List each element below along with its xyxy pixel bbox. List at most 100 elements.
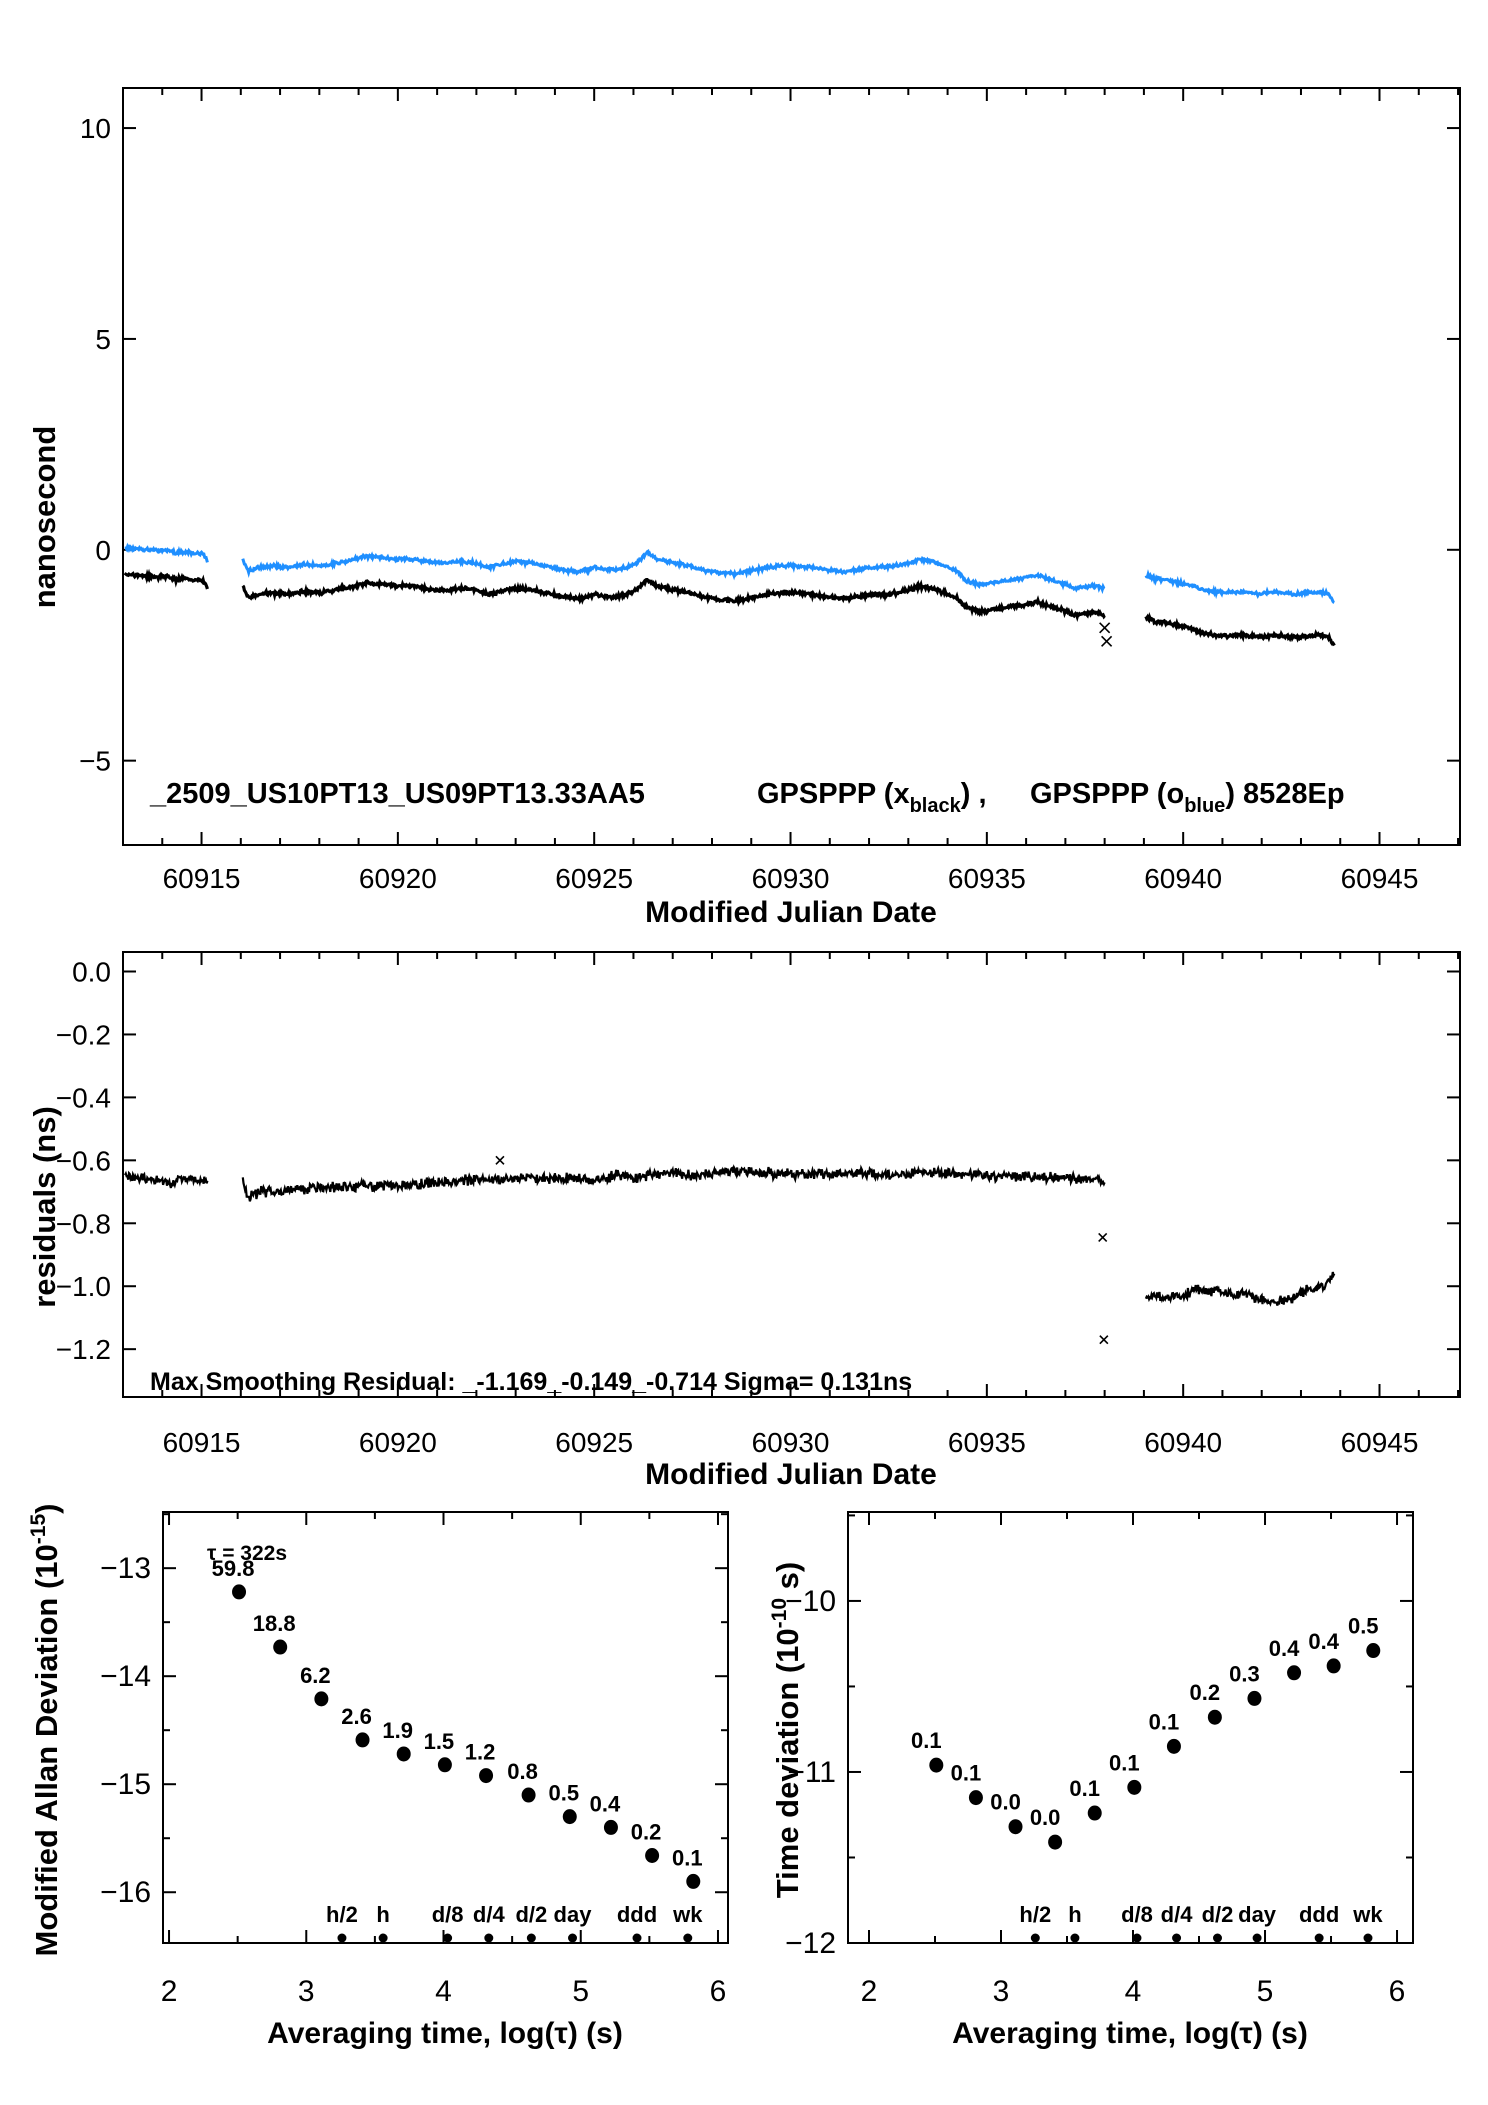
x-tick-label: 5	[1257, 1975, 1274, 2008]
mdev-point	[232, 1584, 247, 1600]
mdev-value-label: 0.2	[631, 1820, 662, 1845]
tdev-value-label: 0.0	[1030, 1805, 1061, 1830]
y-tick-label: −1.0	[56, 1271, 111, 1302]
mdev-point	[437, 1757, 452, 1773]
trace-blue-o-segment	[1144, 569, 1335, 604]
legend-series-black-sub: black	[910, 795, 962, 817]
tdev-value-label: 0.1	[951, 1761, 982, 1786]
tdev-value-label: 0.4	[1308, 1629, 1339, 1654]
y-tick-label: −0.4	[56, 1082, 111, 1113]
residual-trace-segment	[241, 1164, 1106, 1202]
legend-series-blue-main: GPSPPP (o	[1030, 778, 1184, 810]
outlier-x-marker	[1099, 1335, 1109, 1345]
mdev-point	[479, 1768, 494, 1784]
tdev-y-axis-label-main: Time deviation (10	[770, 1628, 805, 1898]
tdev-point	[968, 1790, 983, 1806]
mdev-point	[603, 1819, 618, 1835]
tau-marker-dot	[1212, 1933, 1222, 1943]
tau-marker-label: day	[1238, 1902, 1277, 1927]
x-tick-label: 60920	[359, 1427, 437, 1458]
tau-marker-dot	[1363, 1933, 1373, 1943]
legend-series-blue: GPSPPP (oblue)	[1030, 778, 1235, 817]
y-tick-label: −11	[787, 1756, 836, 1789]
tau-marker-dot	[1070, 1933, 1080, 1943]
generated-chart-layer: 60915 60920 60925 60930 60935 60940 60945 10 5 0 −…	[56, 87, 1461, 2008]
tdev-point	[929, 1757, 944, 1773]
x-tick-label: 60940	[1144, 863, 1222, 894]
tdev-value-label: 0.3	[1229, 1661, 1260, 1686]
residual-trace-segment	[124, 1170, 209, 1189]
outlier-x-marker	[1098, 1232, 1108, 1243]
x-tick-label: 60930	[752, 1427, 830, 1458]
mdev-x-axis-label: Averaging time, log(τ) (s)	[267, 2017, 623, 2050]
outlier-x-marker	[1099, 622, 1111, 634]
trace-black-x	[124, 568, 1336, 647]
mdev-y-axis-label-main: Modified Allan Deviation (10	[29, 1544, 64, 1956]
x-tick-label: 60920	[359, 863, 437, 894]
tau-marker-label: d/2	[1202, 1902, 1234, 1927]
mdev-value-label: 0.8	[507, 1759, 538, 1784]
tau-marker-label: d/4	[473, 1902, 506, 1927]
tau-marker-dot	[1252, 1933, 1262, 1943]
tau-marker-label: d/8	[432, 1902, 464, 1927]
residual-trace-segment	[1144, 1271, 1336, 1307]
mdev-value-label: 1.2	[465, 1740, 496, 1765]
max-smoothing-residual-annotation: Max Smoothing Residual: _-1.169_-0.149_-…	[150, 1368, 912, 1396]
x-tick-label: 4	[435, 1975, 452, 2008]
top-panel-x-axis-label: Modified Julian Date	[645, 896, 937, 929]
tau-marker-dot	[632, 1933, 642, 1943]
tdev-point	[1247, 1690, 1262, 1706]
y-tick-label: −16	[100, 1876, 151, 1909]
x-tick-label: 2	[161, 1975, 178, 2008]
residuals-y-axis-label: residuals (ns)	[27, 1106, 62, 1308]
x-tick-label: 6	[1389, 1975, 1406, 2008]
legend-series-black-main: GPSPPP (x	[757, 778, 910, 810]
x-tick-label: 4	[1125, 1975, 1142, 2008]
mdev-value-label: 18.8	[253, 1611, 296, 1636]
top-panel-y-axis-label: nanosecond	[27, 426, 62, 609]
tdev-y-axis-label-close: s)	[770, 1562, 805, 1598]
tdev-point	[1207, 1709, 1222, 1725]
x-tick-label: 60945	[1341, 863, 1419, 894]
mdev-point	[314, 1691, 329, 1707]
tau-marker-label: wk	[1352, 1902, 1383, 1927]
panel-frame	[847, 1511, 1414, 1944]
mdev-point	[396, 1746, 411, 1762]
y-tick-label: −13	[100, 1552, 151, 1585]
tau-marker-dot	[484, 1933, 494, 1943]
mdev-value-label: 1.9	[382, 1718, 413, 1743]
tau-marker-dot	[378, 1933, 388, 1943]
y-tick-label: −14	[100, 1660, 151, 1693]
residuals-x-axis-label: Modified Julian Date	[645, 1458, 937, 1491]
mdev-point	[521, 1787, 536, 1803]
mdev-point	[273, 1639, 288, 1655]
outlier-x-marker	[1101, 635, 1113, 647]
outlier-x-marker	[495, 1155, 505, 1165]
x-tick-label: 3	[298, 1975, 315, 2008]
x-tick-label: 3	[993, 1975, 1010, 2008]
y-tick-label: −15	[100, 1768, 151, 1801]
tau-marker-label: h	[376, 1902, 389, 1927]
mdev-value-label: 59.8	[212, 1556, 255, 1581]
tau-marker-dot	[1132, 1933, 1142, 1943]
tau-marker-dot	[526, 1933, 536, 1943]
mdev-point	[686, 1873, 701, 1889]
residual-trace	[124, 1164, 1336, 1307]
tdev-point	[1008, 1819, 1023, 1835]
x-tick-label: 2	[861, 1975, 878, 2008]
tau-marker-label: h/2	[326, 1902, 358, 1927]
y-tick-label: −12	[785, 1927, 836, 1960]
static-text-layer: nanosecond Modified Julian Date _2509_US…	[27, 426, 1345, 2050]
x-tick-label: 60915	[163, 1427, 241, 1458]
y-tick-label: 5	[95, 324, 111, 355]
legend-series-black-close: ) ,	[961, 778, 987, 810]
tau-marker-dot	[1030, 1933, 1040, 1943]
trace-black-x-segment	[124, 568, 209, 590]
tau-marker-dot	[568, 1933, 578, 1943]
y-tick-label: 0	[95, 535, 111, 566]
tau-marker-dot	[683, 1933, 693, 1943]
tau-marker-label: h/2	[1019, 1902, 1051, 1927]
x-tick-label: 60935	[948, 1427, 1026, 1458]
mdev-value-label: 1.5	[424, 1729, 455, 1754]
